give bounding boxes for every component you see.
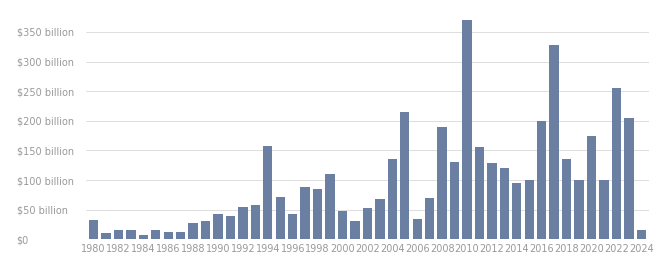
Bar bbox=[338, 211, 347, 239]
Bar bbox=[537, 121, 546, 239]
Bar bbox=[450, 162, 459, 239]
Bar bbox=[313, 189, 322, 239]
Bar bbox=[375, 199, 385, 239]
Bar bbox=[101, 233, 111, 239]
Bar bbox=[637, 230, 646, 239]
Bar bbox=[562, 159, 571, 239]
Bar bbox=[301, 187, 310, 239]
Bar bbox=[462, 20, 471, 239]
Bar bbox=[350, 221, 359, 239]
Bar bbox=[114, 230, 123, 239]
Bar bbox=[251, 205, 260, 239]
Bar bbox=[363, 208, 372, 239]
Bar bbox=[201, 221, 211, 239]
Bar bbox=[138, 235, 148, 239]
Bar bbox=[500, 168, 509, 239]
Bar bbox=[599, 180, 608, 239]
Bar bbox=[275, 197, 285, 239]
Bar bbox=[549, 45, 559, 239]
Bar bbox=[400, 112, 409, 239]
Bar bbox=[512, 183, 522, 239]
Bar bbox=[612, 88, 621, 239]
Bar bbox=[438, 127, 447, 239]
Bar bbox=[587, 136, 596, 239]
Bar bbox=[189, 223, 198, 239]
Bar bbox=[263, 146, 273, 239]
Bar bbox=[412, 219, 422, 239]
Bar bbox=[524, 180, 534, 239]
Bar bbox=[89, 220, 98, 239]
Bar bbox=[126, 230, 136, 239]
Bar bbox=[624, 118, 634, 239]
Bar bbox=[425, 198, 434, 239]
Bar bbox=[213, 214, 222, 239]
Bar bbox=[575, 180, 584, 239]
Bar bbox=[288, 214, 297, 239]
Bar bbox=[226, 216, 235, 239]
Bar bbox=[164, 232, 173, 239]
Bar bbox=[176, 232, 185, 239]
Bar bbox=[238, 207, 248, 239]
Bar bbox=[487, 163, 496, 239]
Bar bbox=[388, 159, 397, 239]
Bar bbox=[475, 147, 484, 239]
Bar bbox=[326, 174, 335, 239]
Bar bbox=[151, 230, 160, 239]
